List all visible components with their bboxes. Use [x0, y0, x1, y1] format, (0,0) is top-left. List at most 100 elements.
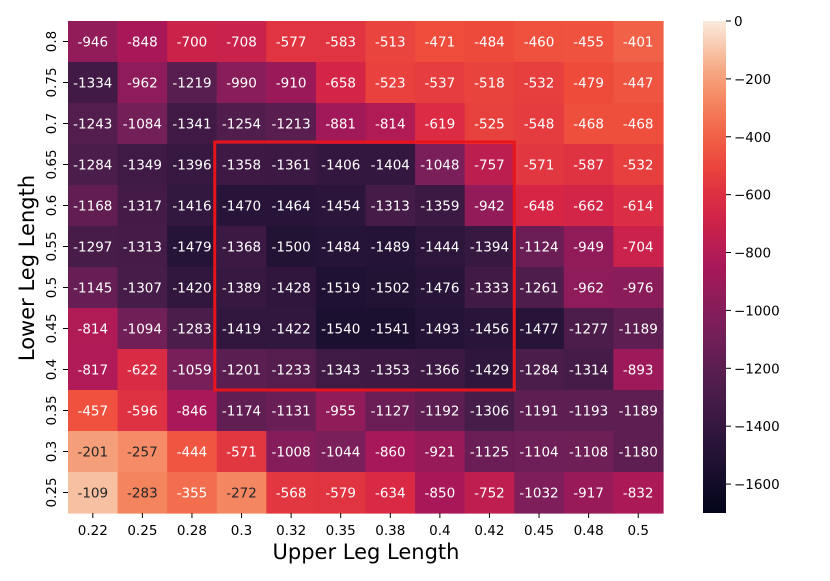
heatmap-cell-label: -1422 [272, 322, 311, 338]
heatmap-cell [167, 267, 218, 309]
heatmap-cell [167, 472, 218, 514]
heatmap-cell [117, 390, 168, 432]
heatmap-cell-label: -1489 [371, 240, 410, 256]
heatmap-cell [563, 185, 615, 227]
heatmap-cell-label: -1191 [519, 404, 558, 420]
heatmap-cell [514, 226, 565, 268]
x-tick-label: 0.32 [276, 523, 306, 539]
heatmap-cell [68, 185, 119, 227]
heatmap-cell-label: -1125 [470, 445, 509, 461]
heatmap-cell-label: -1284 [73, 158, 112, 174]
heatmap-cell [117, 349, 168, 391]
heatmap-cell-label: -468 [573, 117, 604, 133]
heatmap-cell-label: -942 [474, 199, 505, 215]
heatmap-cell [365, 349, 416, 391]
colorbar-gradient [703, 21, 726, 513]
heatmap-cell [167, 349, 218, 391]
heatmap-cell [266, 185, 317, 227]
heatmap-cell-label: -1428 [272, 281, 311, 297]
heatmap-cell [613, 21, 664, 63]
heatmap-cell [415, 390, 466, 432]
heatmap-cell [117, 472, 168, 514]
heatmap-cell-label: -1193 [569, 404, 608, 420]
heatmap-cell [415, 144, 466, 186]
heatmap-cell-label: -1032 [519, 486, 558, 502]
heatmap-cell-label: -1048 [420, 158, 459, 174]
colorbar-tick-label: −600 [734, 188, 771, 204]
heatmap-cell [365, 21, 416, 63]
heatmap-cell [415, 308, 466, 350]
heatmap-cell-label: -577 [276, 35, 307, 51]
heatmap-cell-label: -201 [77, 445, 108, 461]
x-tick-label: 0.48 [574, 523, 604, 539]
heatmap-cell [415, 21, 466, 63]
heatmap-cell [563, 144, 615, 186]
heatmap-cell-label: -518 [474, 76, 505, 92]
heatmap-cell [613, 390, 664, 432]
heatmap-cell [216, 144, 267, 186]
colorbar-tick-label: 0 [734, 14, 743, 30]
heatmap-cell [266, 144, 317, 186]
y-tick-label: 0.4 [44, 359, 60, 380]
heatmap-cell-label: -283 [127, 486, 158, 502]
y-tick-label: 0.6 [44, 195, 60, 216]
heatmap-cell [514, 185, 565, 227]
heatmap-cell-label: -1358 [222, 158, 261, 174]
x-tick-label: 0.3 [231, 523, 252, 539]
heatmap-cell-label: -752 [474, 486, 505, 502]
heatmap-cell-label: -537 [425, 76, 456, 92]
heatmap-cell [464, 62, 515, 104]
heatmap-cell [464, 226, 515, 268]
heatmap-cell [266, 226, 317, 268]
heatmap-cell-label: -1396 [172, 158, 211, 174]
heatmap-cell-label: -1361 [272, 158, 311, 174]
heatmap-cell-label: -447 [623, 76, 654, 92]
heatmap-cell [563, 103, 615, 145]
heatmap-cell-label: -1464 [272, 199, 311, 215]
heatmap-cell [216, 431, 267, 473]
heatmap-cell [216, 390, 267, 432]
heatmap-cell-label: -568 [276, 486, 307, 502]
heatmap-cell-label: -1168 [73, 199, 112, 215]
heatmap-cell-label: -1368 [222, 240, 261, 256]
heatmap-cell [117, 62, 168, 104]
heatmap-cell-label: -662 [573, 199, 604, 215]
heatmap-cell-label: -571 [226, 445, 257, 461]
heatmap-cell-label: -1334 [73, 76, 112, 92]
heatmap-cell-label: -1180 [619, 445, 658, 461]
heatmap-cell-label: -1044 [321, 445, 360, 461]
heatmap-cell-label: -817 [77, 363, 108, 379]
heatmap-cell [514, 349, 565, 391]
heatmap-cell-label: -401 [623, 35, 654, 51]
x-axis-ticks: 0.22 0.25 0.28 0.3 0.32 0.35 0.38 0.4 0.42 0.45 0.… [78, 513, 649, 539]
heatmap-cell [613, 472, 664, 514]
heatmap-cell-label: -579 [325, 486, 356, 502]
highlight-box [213, 140, 516, 392]
heatmap-cell-label: -257 [127, 445, 158, 461]
heatmap-cell [563, 472, 615, 514]
heatmap-cell-label: -910 [276, 76, 307, 92]
heatmap-cell [315, 103, 367, 145]
heatmap-cell [68, 390, 119, 432]
heatmap-cell [464, 185, 515, 227]
y-tick-label: 0.55 [44, 231, 60, 261]
heatmap-cell-label: -1104 [519, 445, 558, 461]
heatmap-cell-label: -1476 [420, 281, 459, 297]
y-axis-ticks: 0.8 0.75 0.7 0.65 0.6 0.55 0.5 0.45 0.4 0.35 0.3 0.… [44, 31, 68, 508]
heatmap-cell [415, 103, 466, 145]
heatmap-cell [117, 21, 168, 63]
heatmap-cell [266, 267, 317, 309]
heatmap-cell-label: -658 [325, 76, 356, 92]
heatmap-cell [365, 431, 416, 473]
heatmap-cell-label: -1502 [371, 281, 410, 297]
heatmap-cell-label: -1243 [73, 117, 112, 133]
heatmap-cell-label: -525 [474, 117, 505, 133]
heatmap-cell-label: -1094 [123, 322, 162, 338]
heatmap-cell [266, 103, 317, 145]
heatmap-cell [613, 144, 664, 186]
heatmap-cell-label: -1444 [420, 240, 459, 256]
x-tick-label: 0.35 [326, 523, 356, 539]
heatmap-cell [514, 390, 565, 432]
heatmap-cell [117, 267, 168, 309]
